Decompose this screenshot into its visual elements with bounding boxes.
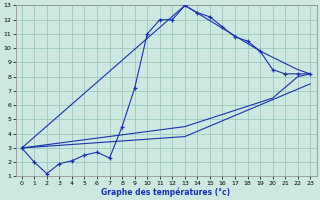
X-axis label: Graphe des températures (°c): Graphe des températures (°c) <box>101 187 231 197</box>
